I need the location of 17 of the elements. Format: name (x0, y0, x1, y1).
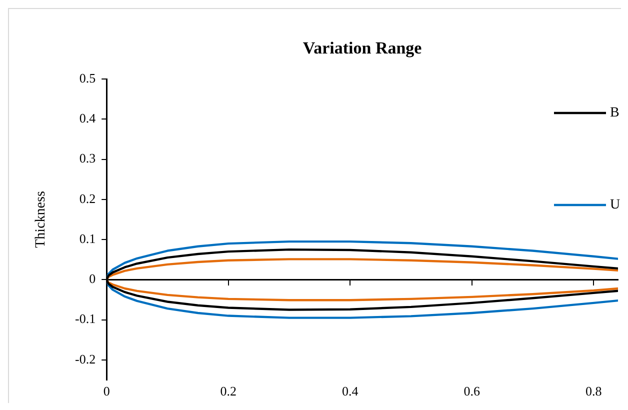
chart-title: Variation Range (302, 38, 422, 58)
x-tick-label: 0 (103, 383, 110, 398)
y-tick-label: 0.1 (79, 230, 96, 246)
legend-label: B (610, 106, 620, 121)
x-tick-label: 0.6 (464, 383, 481, 398)
y-tick-label: -0.2 (74, 351, 96, 366)
y-tick-label: 0.5 (79, 70, 96, 86)
y-tick-label: -0.1 (74, 311, 96, 326)
x-tick-label: 0.4 (342, 383, 359, 398)
y-tick-label: 0.4 (79, 110, 96, 126)
y-tick-label: 0.3 (79, 150, 96, 166)
legend-label: U (610, 198, 620, 213)
x-tick-label: 0.8 (586, 383, 602, 398)
x-tick-label: 0.2 (220, 383, 236, 398)
y-tick-label: 0 (89, 271, 96, 286)
y-tick-label: 0.2 (79, 190, 96, 206)
y-axis-title: Thickness (34, 191, 49, 248)
